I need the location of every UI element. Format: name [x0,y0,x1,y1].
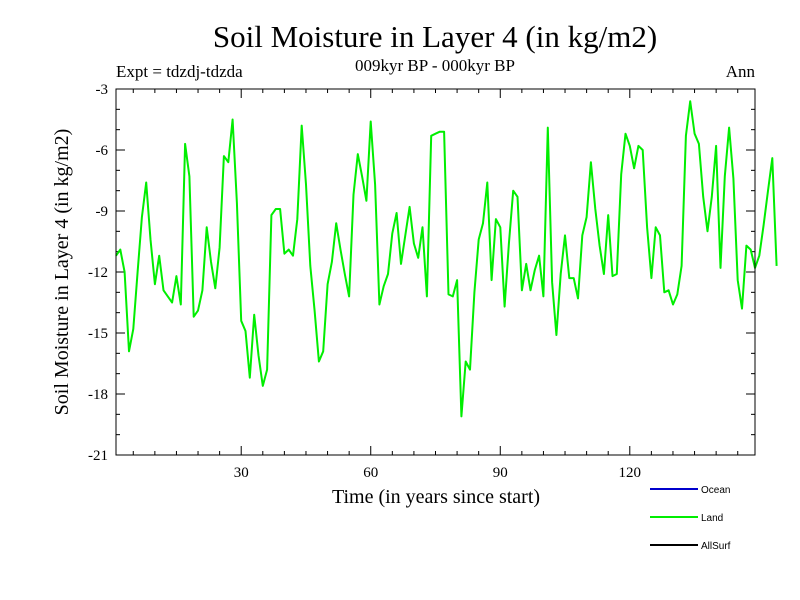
legend-label-allsurf: AllSurf [701,541,731,552]
x-tick-label: 90 [493,465,508,481]
series-line-land [115,100,778,418]
series-layer [115,100,778,418]
x-tick-label: 60 [363,465,378,481]
x-axis-label: Time (in years since start) [332,486,540,508]
legend-label-land: Land [701,513,723,524]
y-tick-label: -18 [88,387,108,403]
x-tick-label: 30 [234,465,249,481]
experiment-label: Expt = tdzdj-tdzda [116,62,243,81]
axis-tick-labels: 30 60 90 120 -3 -6 -9 -12 -15 -18 -21 [88,82,641,481]
chart-title: Soil Moisture in Layer 4 (in kg/m2) [213,19,657,54]
chart-subtitle: 009kyr BP - 000kyr BP [355,56,515,75]
y-axis-label: Soil Moisture in Layer 4 (in kg/m2) [51,129,73,416]
y-tick-label: -9 [96,204,109,220]
y-tick-label: -6 [96,143,109,159]
y-tick-label: -12 [88,265,108,281]
y-tick-label: -15 [88,326,108,342]
x-tick-label: 120 [619,465,642,481]
season-label: Ann [726,62,756,81]
axis-ticks [116,88,755,456]
y-tick-label: -3 [96,82,109,98]
y-tick-label: -21 [88,448,108,464]
plot-frame [115,88,756,456]
legend: Ocean Land AllSurf [650,485,731,552]
legend-label-ocean: Ocean [701,485,730,496]
